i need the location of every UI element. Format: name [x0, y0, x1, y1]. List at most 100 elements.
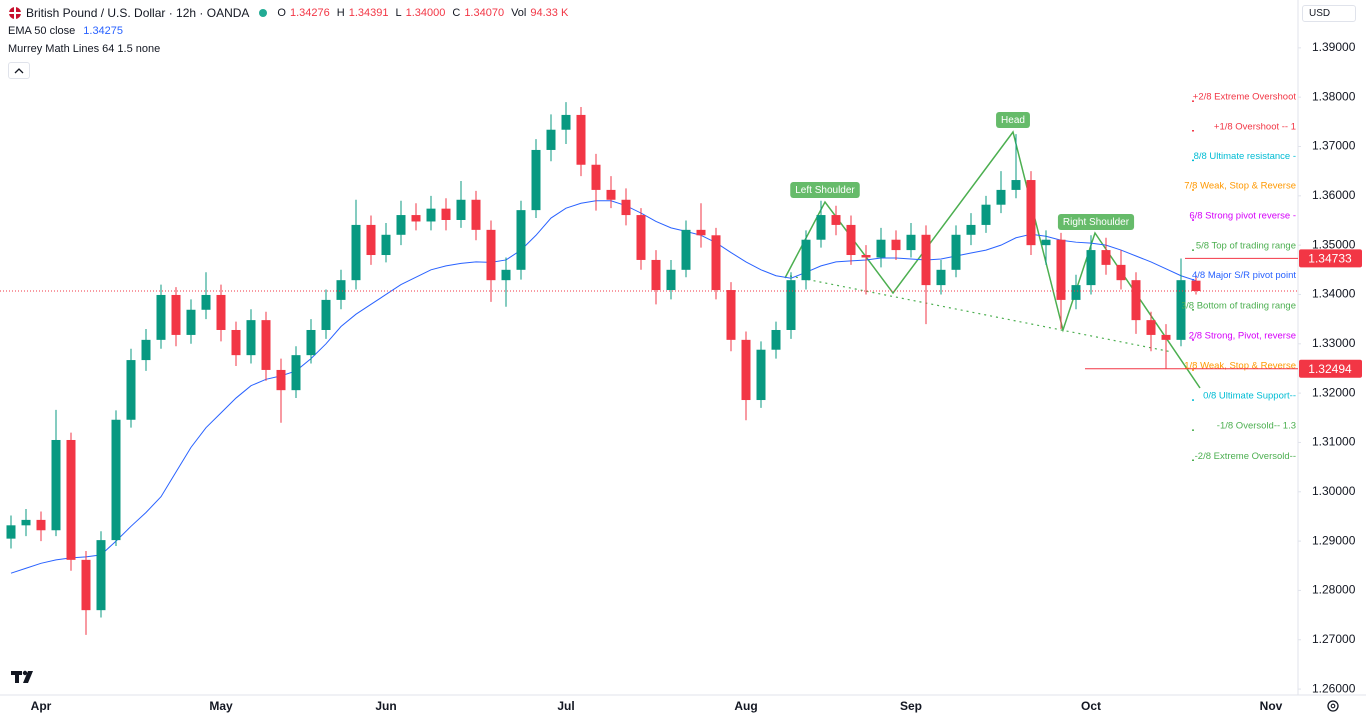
candle-body: [366, 224, 376, 256]
y-tick-label: 1.34000: [1312, 287, 1356, 301]
currency-selector[interactable]: USD: [1302, 5, 1356, 22]
indicator-name[interactable]: Murrey Math Lines 64 1.5 none: [8, 43, 161, 55]
candle-body: [411, 215, 421, 222]
candle-body: [381, 234, 391, 256]
murrey-label: 0/8 Ultimate Support--: [1203, 391, 1296, 402]
candle-body: [276, 369, 286, 391]
y-tick-label: 1.28000: [1312, 583, 1356, 597]
candle-body: [426, 208, 436, 222]
candle-body: [306, 329, 316, 356]
candle-body: [966, 224, 976, 235]
candle-body: [756, 349, 766, 401]
x-tick-label: Oct: [1081, 699, 1101, 713]
candle-body: [561, 114, 571, 130]
candle-body: [576, 114, 586, 165]
candle-body: [981, 204, 991, 225]
murrey-label: 5/8 Top of trading range: [1196, 241, 1296, 252]
candle-body: [36, 519, 46, 531]
candle-body: [996, 189, 1006, 205]
indicator-name[interactable]: EMA 50 close: [8, 25, 76, 37]
candle-body: [141, 339, 151, 361]
x-tick-label: May: [209, 699, 233, 713]
murrey-label: +2/8 Extreme Overshoot: [1193, 92, 1297, 103]
candle-body: [231, 329, 241, 356]
collapse-legend-button[interactable]: [8, 62, 30, 79]
candle-body: [126, 360, 136, 420]
ohlc-label: C: [452, 7, 461, 19]
candle-body: [771, 329, 781, 350]
y-tick-label: 1.30000: [1312, 484, 1356, 498]
candle-body: [651, 259, 661, 291]
y-tick-label: 1.26000: [1312, 681, 1356, 695]
murrey-label: 1/8 Weak, Stop & Reverse: [1184, 361, 1296, 372]
x-tick-label: Aug: [734, 699, 757, 713]
symbol-header: British Pound / U.S. Dollar · 12h · OAND…: [8, 6, 571, 20]
annotation-label: Head: [1001, 115, 1025, 126]
candle-body: [591, 164, 601, 190]
candle-body: [396, 215, 406, 235]
candle-body: [486, 229, 496, 281]
candle-body: [66, 439, 76, 560]
tradingview-logo: [11, 670, 33, 683]
candle-body: [846, 224, 856, 256]
annotation-box: [790, 182, 860, 198]
y-tick-label: 1.38000: [1312, 89, 1356, 103]
ohlc-value: 1.34000: [405, 7, 446, 19]
murrey-label: 8/8 Ultimate resistance -: [1194, 151, 1296, 162]
ohlc-value: 1.34070: [464, 7, 505, 19]
candle-body: [621, 199, 631, 216]
ema-line: [10, 200, 1197, 574]
candle-body: [111, 419, 121, 541]
candle-body: [891, 239, 901, 251]
candle-body: [666, 269, 676, 291]
candle-body: [156, 294, 166, 340]
currency-label[interactable]: USD: [1309, 8, 1331, 19]
candle-body: [861, 255, 871, 258]
candle-body: [501, 269, 511, 281]
candle-body: [1026, 180, 1036, 246]
candle-body: [546, 129, 556, 150]
annotation-box: [996, 112, 1030, 128]
murrey-label: 6/8 Strong pivot reverse -: [1189, 211, 1296, 222]
market-status-dot: [259, 9, 268, 17]
y-tick-label: 1.37000: [1312, 139, 1356, 153]
candle-body: [186, 309, 196, 335]
indicator-value: 1.34275: [83, 25, 124, 37]
candle-body: [471, 199, 481, 230]
annotation-label: Left Shoulder: [795, 185, 855, 196]
candle-body: [96, 540, 106, 611]
symbol-title: British Pound / U.S. Dollar · 12h · OAND…: [26, 6, 250, 20]
chevron-icon: [14, 67, 24, 73]
murrey-label: 3/8 Bottom of trading range: [1181, 300, 1296, 311]
candle-body: [801, 239, 811, 281]
candle-body: [681, 229, 691, 270]
annotation-box: [1057, 214, 1135, 230]
y-tick-label: 1.31000: [1312, 435, 1356, 449]
candle-body: [291, 355, 301, 391]
candle-body: [21, 519, 31, 526]
settings-icon[interactable]: [1327, 700, 1339, 712]
ema-legend[interactable]: EMA 50 close 1.34275: [8, 25, 123, 37]
candle-body: [336, 280, 346, 300]
pattern-annotation: Right Shoulder: [1057, 214, 1135, 230]
candle-body: [81, 559, 91, 611]
candle-body: [741, 339, 751, 401]
candle-body: [516, 210, 526, 270]
candle-body: [351, 224, 361, 281]
candle-body: [246, 320, 256, 356]
y-tick-label: 1.29000: [1312, 533, 1356, 547]
candle-body: [1086, 250, 1096, 286]
candle-body: [906, 234, 916, 251]
price-label-box: [1299, 249, 1362, 268]
y-tick-label: 1.39000: [1312, 40, 1356, 54]
murrey-label: 4/8 Major S/R pivot point: [1192, 270, 1296, 281]
murrey-label: 7/8 Weak, Stop & Reverse: [1184, 180, 1296, 191]
y-tick-label: 1.33000: [1312, 336, 1356, 350]
ohlc-value: 1.34276: [289, 7, 330, 19]
volume-label: Vol: [511, 7, 527, 19]
murrey-legend[interactable]: Murrey Math Lines 64 1.5 none: [8, 43, 160, 55]
candle-body: [171, 294, 181, 335]
price-label: 1.32494: [1308, 362, 1352, 376]
candle-body: [51, 439, 61, 531]
